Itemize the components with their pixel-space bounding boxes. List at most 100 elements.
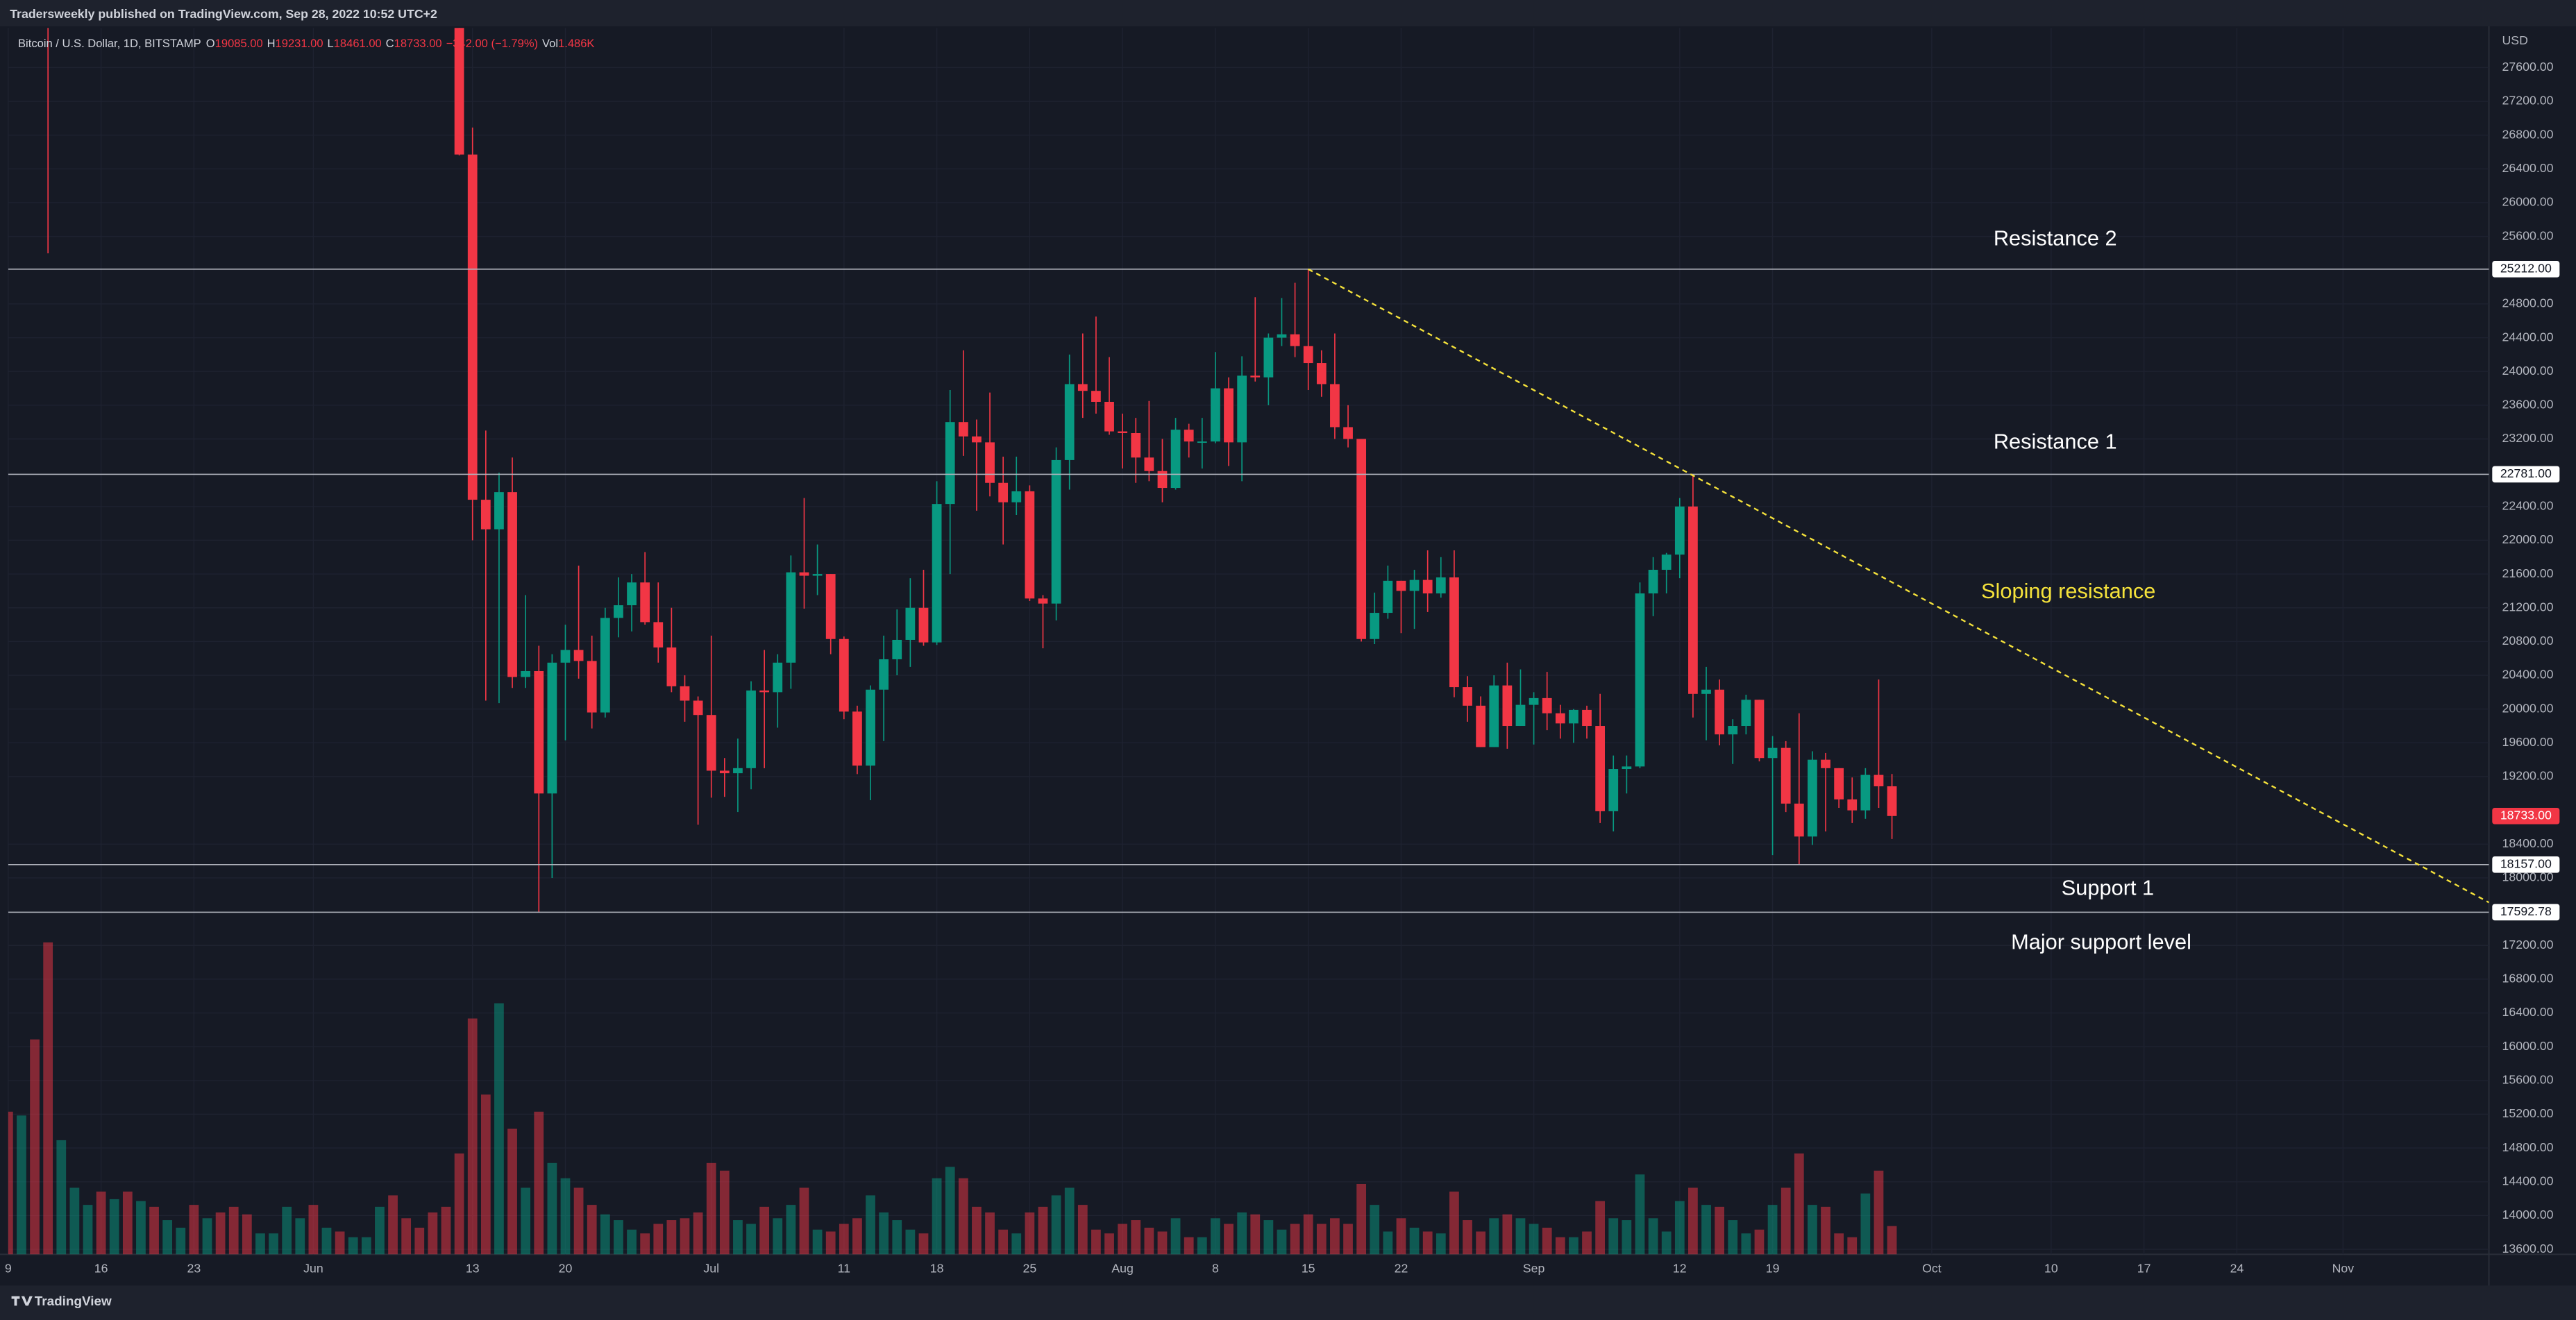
level-price-box (2492, 466, 2560, 483)
volume-bar (759, 1206, 770, 1255)
candle-body (1741, 700, 1751, 727)
y-tick-label: 27200.00 (2502, 94, 2553, 108)
volume-bar (534, 1111, 544, 1255)
volume-bar (1688, 1187, 1698, 1255)
candle-body (812, 574, 823, 576)
volume-bar (189, 1205, 199, 1255)
volume-bar (1131, 1220, 1141, 1255)
candle-body (1303, 346, 1313, 364)
candle-body (1449, 577, 1459, 688)
volume-bar (1197, 1237, 1207, 1255)
candle-body (680, 686, 690, 701)
volume-bar (1569, 1237, 1579, 1255)
volume-bar (972, 1206, 982, 1255)
legend-value: 19231.00 (276, 37, 323, 50)
volume-bar (1237, 1212, 1247, 1255)
volume-bar (1077, 1205, 1088, 1255)
candle-body (1436, 577, 1446, 594)
x-tick-label: 25 (1023, 1261, 1037, 1275)
candle-body (1211, 388, 1220, 442)
y-tick-label: 15600.00 (2502, 1073, 2553, 1087)
candle-body (1383, 580, 1393, 614)
volume-bar (998, 1229, 1009, 1255)
volume-bar (228, 1206, 239, 1255)
candle-body (1237, 375, 1247, 443)
volume-bar (640, 1233, 650, 1255)
candle-body (1582, 709, 1592, 727)
volume-bar (1157, 1231, 1168, 1255)
volume-bar (375, 1206, 385, 1255)
volume-bar (176, 1228, 186, 1255)
level-price-box (2492, 904, 2560, 921)
volume-bar (17, 1115, 26, 1255)
candle-body (1396, 580, 1406, 591)
candle-body (1860, 775, 1871, 811)
candle-body (1489, 685, 1499, 747)
legend-value: 19085.00 (215, 37, 263, 50)
volume-bar (945, 1167, 955, 1255)
y-tick-label: 20800.00 (2502, 634, 2553, 648)
header-bar (0, 0, 2576, 26)
candle-body (892, 639, 902, 659)
level-price-label: 17592.78 (2500, 904, 2552, 918)
x-tick-label: 11 (838, 1261, 850, 1275)
volume-bar (1808, 1205, 1817, 1255)
candle-body (1715, 689, 1725, 735)
candle-body (1077, 384, 1088, 391)
volume-bar (958, 1178, 968, 1255)
candle-body (1794, 803, 1804, 837)
candle-body (866, 689, 875, 766)
volume-bar (1396, 1218, 1406, 1255)
candle-body (521, 670, 531, 677)
candle-body (467, 154, 478, 500)
candle-body (719, 770, 730, 774)
volume-bar (1064, 1187, 1075, 1255)
volume-bar (480, 1094, 491, 1255)
volume-bar (1622, 1220, 1632, 1255)
candle-body (547, 662, 557, 794)
volume-bar (1741, 1233, 1751, 1255)
level-price-label: 25212.00 (2500, 261, 2552, 275)
volume-bar (1502, 1214, 1513, 1255)
candle-body (1157, 471, 1168, 489)
volume-bar (507, 1128, 517, 1255)
candle-body (1356, 439, 1367, 639)
candle-body (1170, 430, 1181, 489)
candle-body (494, 492, 504, 530)
volume-bar (1303, 1214, 1313, 1255)
candle-body (1144, 457, 1154, 471)
footer-logo (11, 1296, 33, 1306)
level-price-box (2492, 260, 2560, 278)
volume-bar (1608, 1218, 1619, 1255)
y-tick-label: 17200.00 (2502, 938, 2553, 951)
last-price-label: 18733.00 (2500, 808, 2552, 822)
volume-bar (1821, 1206, 1830, 1255)
candle-body (839, 638, 849, 712)
volume-bar (587, 1205, 597, 1255)
candle-body (573, 650, 584, 661)
legend-volume-key: Vol (542, 37, 558, 50)
volume-bar (719, 1170, 730, 1255)
level-annotation: Resistance 2 (1994, 226, 2117, 250)
volume-bar (1211, 1218, 1220, 1255)
volume-bar (799, 1187, 809, 1255)
legend-change: −342.00 (−1.79%) (446, 37, 539, 50)
volume-bar (547, 1162, 557, 1255)
volume-bar (521, 1187, 531, 1255)
candle-body (1131, 432, 1141, 458)
x-tick-label: 18 (930, 1261, 944, 1275)
volume-bar (879, 1212, 889, 1255)
candle-body (746, 690, 756, 768)
candle-body (1104, 401, 1114, 432)
volume-bar (388, 1195, 398, 1255)
candle-body (958, 422, 968, 437)
y-tick-label: 13600.00 (2502, 1242, 2553, 1255)
trendline (1308, 268, 2489, 904)
x-tick-label: Aug (1111, 1261, 1134, 1275)
volume-bar (30, 1039, 40, 1255)
volume-bar (1263, 1220, 1274, 1255)
volume-bar (255, 1233, 265, 1255)
volume-bar (1781, 1187, 1791, 1255)
